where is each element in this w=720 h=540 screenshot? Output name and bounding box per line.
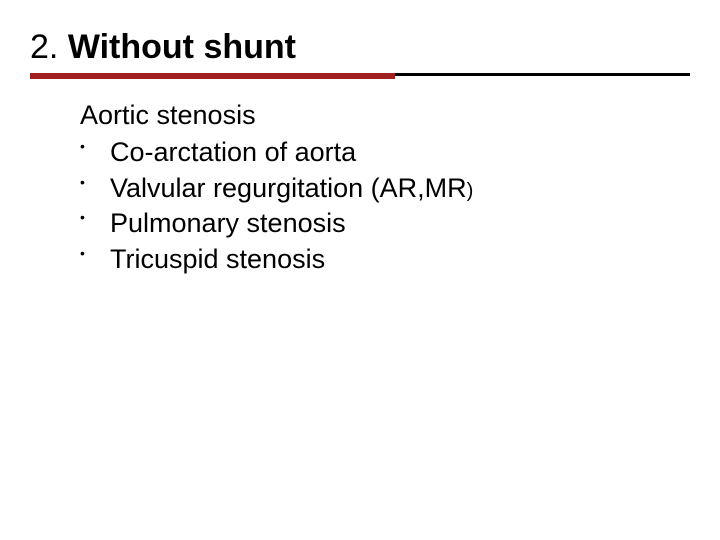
list-item: Co-arctation of aorta (80, 135, 690, 171)
list-item: Pulmonary stenosis (80, 206, 690, 242)
first-line: Aortic stenosis (80, 98, 690, 133)
bullet-text: Tricuspid stenosis (110, 244, 325, 274)
list-item: Valvular regurgitation (AR,MR) (80, 171, 690, 207)
slide-title: 2. Without shunt (30, 28, 690, 67)
title-divider-accent (30, 73, 395, 79)
slide-container: 2. Without shunt Aortic stenosis Co-arct… (0, 0, 720, 540)
bullet-text: Co-arctation of aorta (110, 137, 356, 167)
title-divider (30, 73, 690, 76)
list-item: Tricuspid stenosis (80, 242, 690, 278)
bullet-list: Co-arctation of aorta Valvular regurgita… (80, 135, 690, 278)
bullet-text: Pulmonary stenosis (110, 208, 346, 238)
title-area: 2. Without shunt (30, 28, 690, 76)
title-number: 2. (30, 28, 58, 66)
title-text: Without shunt (68, 28, 296, 66)
content-area: Aortic stenosis Co-arctation of aorta Va… (30, 94, 690, 278)
bullet-text: Valvular regurgitation (AR,MR) (110, 173, 473, 203)
